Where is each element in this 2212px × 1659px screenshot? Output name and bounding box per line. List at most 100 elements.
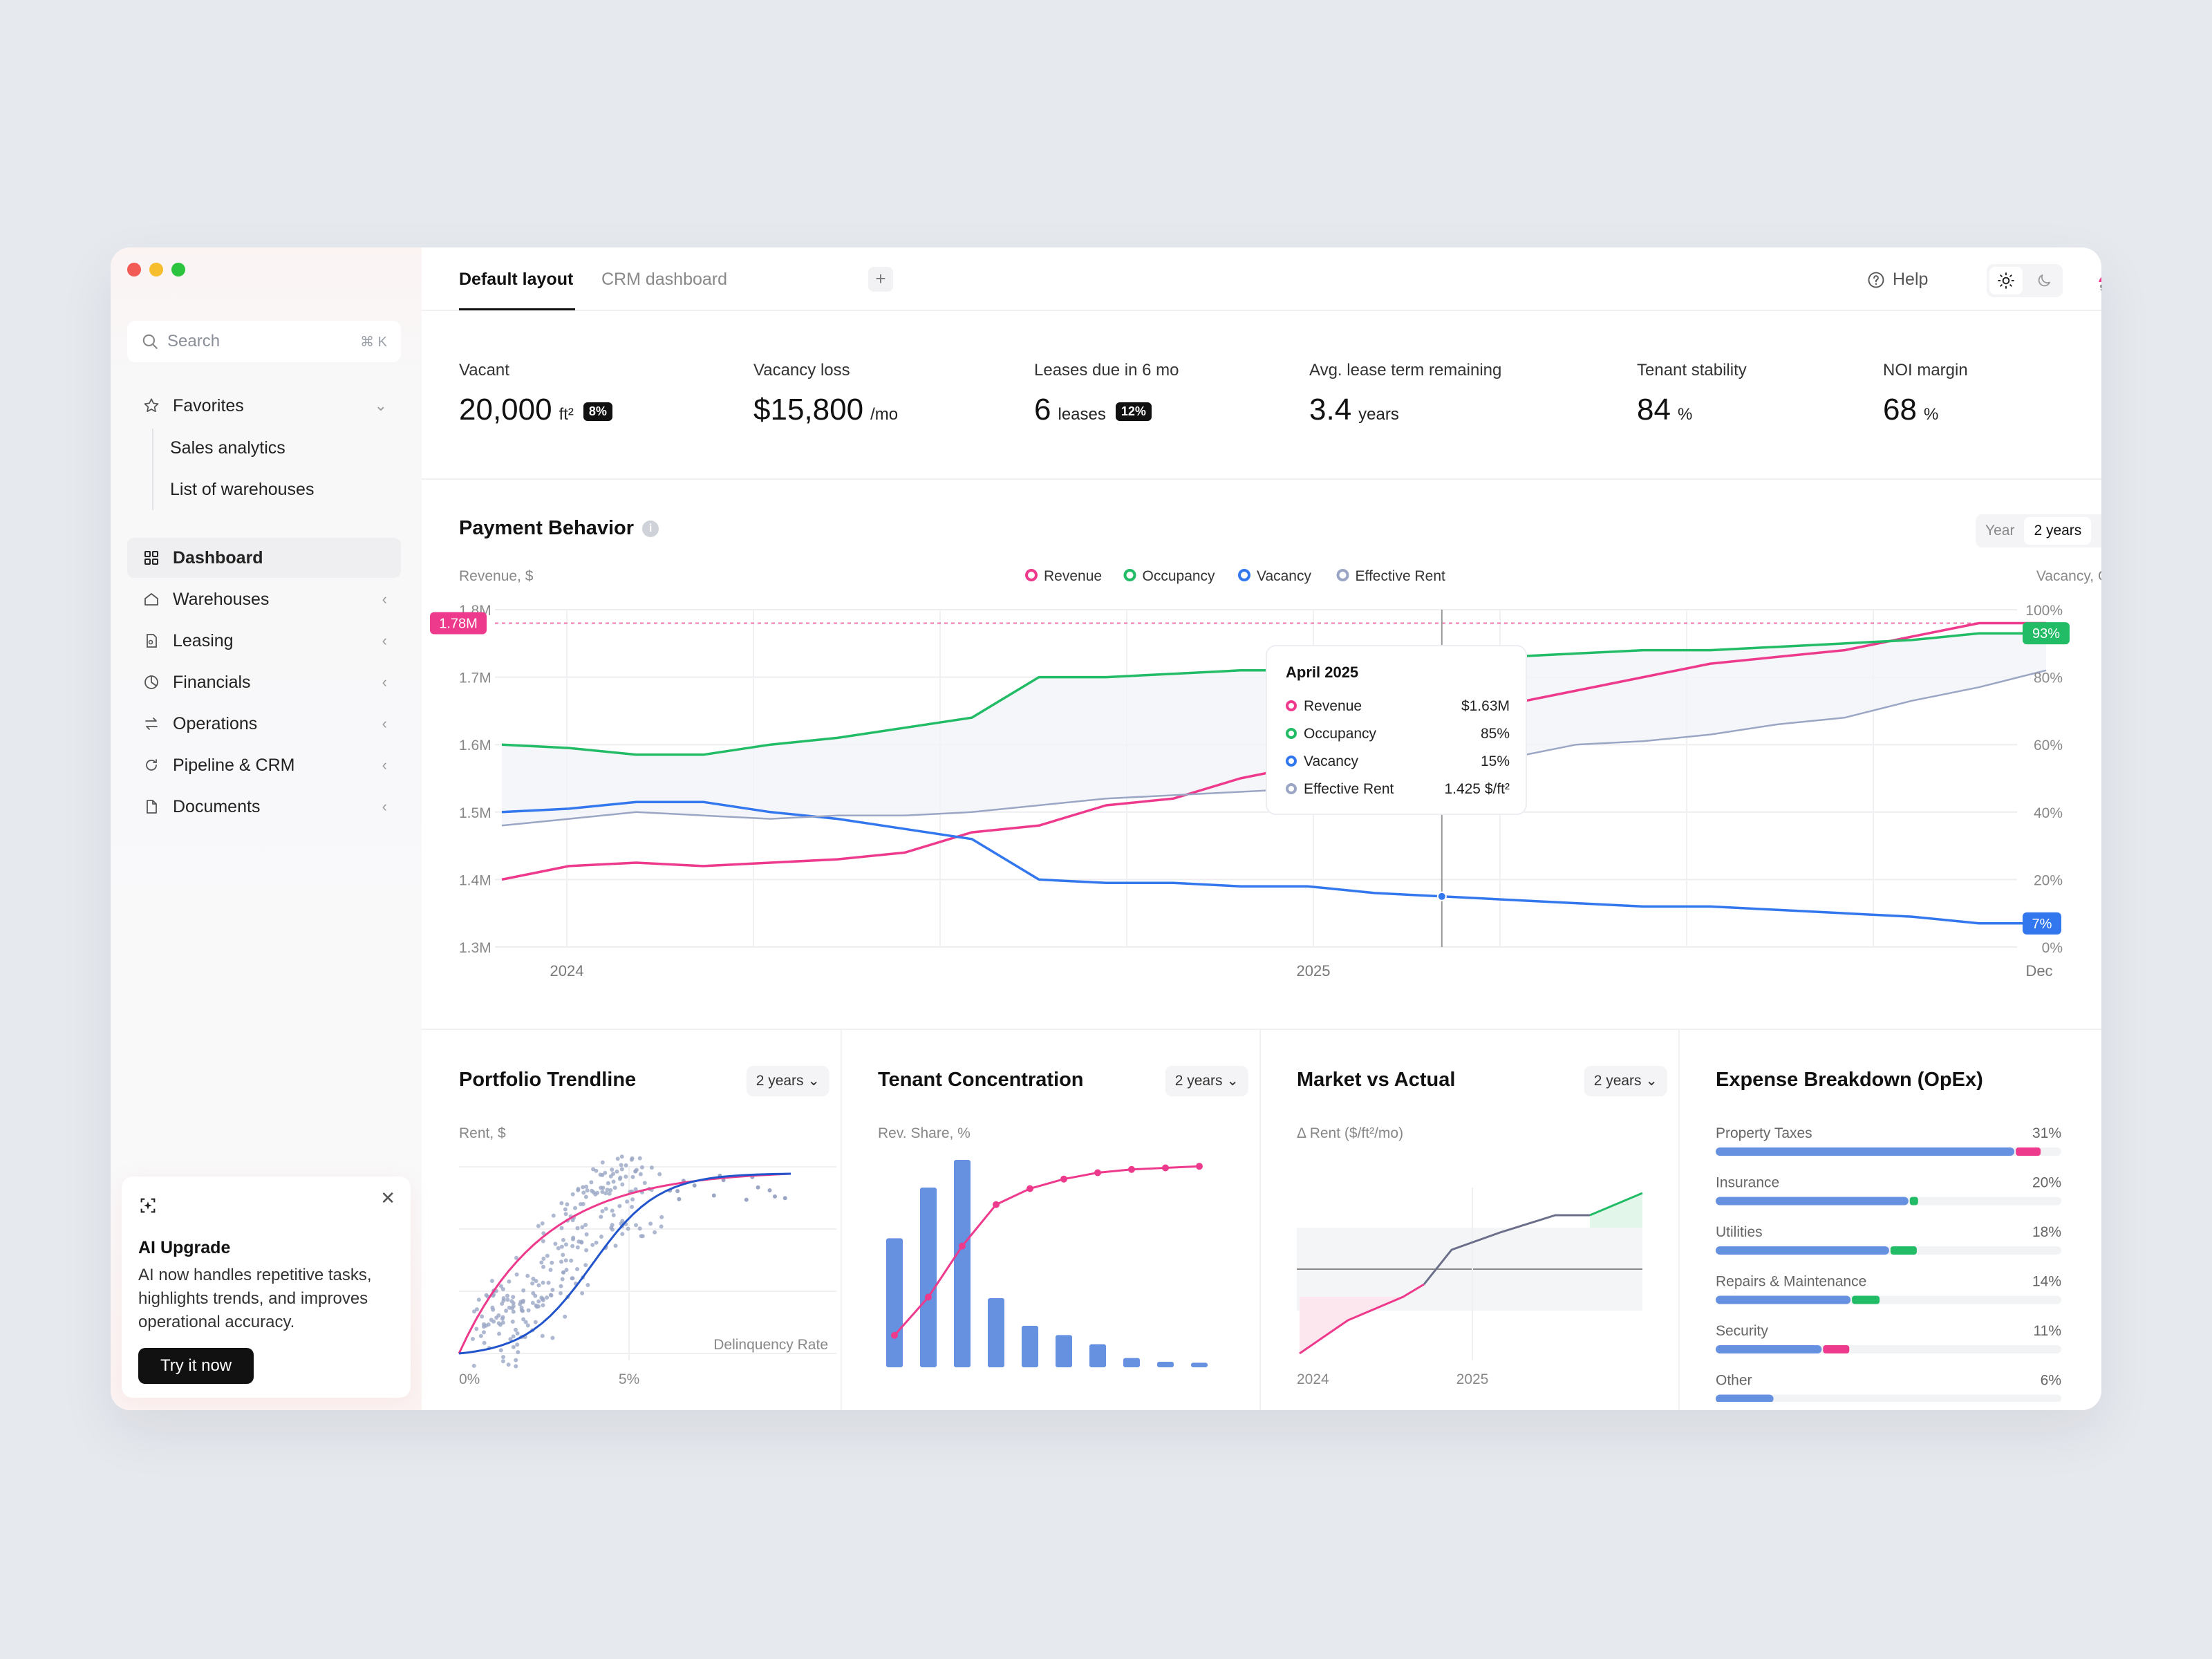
scatter-point [536, 1299, 541, 1304]
app-window: Search ⌘ K Favorites ⌄ Sales analytics L… [111, 247, 2101, 1410]
kpi-leases-due: Leases due in 6 mo 6 leases 12% [1034, 361, 1179, 427]
favorite-sales-analytics[interactable]: Sales analytics [170, 438, 285, 458]
scatter-point [612, 1185, 617, 1190]
dropdown-label: 2 years [1174, 1073, 1223, 1089]
expense-bar[interactable] [1716, 1295, 1851, 1304]
scatter-point [677, 1197, 682, 1201]
scatter-point [514, 1255, 518, 1260]
scatter-point [553, 1241, 558, 1246]
expense-bar[interactable] [1716, 1246, 1889, 1255]
range-2-years[interactable]: 2 years [2024, 517, 2092, 545]
sidebar-item-dashboard[interactable]: Dashboard [127, 538, 401, 578]
sidebar-item-documents[interactable]: Documents ‹ [127, 787, 401, 827]
market-range-dropdown[interactable]: 2 years ⌄ [1584, 1066, 1667, 1096]
legend-label[interactable]: Revenue [1044, 568, 1102, 584]
tab-default-layout[interactable]: Default layout [459, 270, 574, 289]
close-icon[interactable]: ✕ [380, 1188, 395, 1208]
tenant-bar[interactable] [1157, 1362, 1174, 1367]
actual-line-above [1589, 1192, 1643, 1217]
sidebar-item-operations[interactable]: Operations ‹ [127, 704, 401, 744]
scatter-point [610, 1168, 615, 1172]
scatter-point [510, 1320, 515, 1324]
scatter-point [501, 1298, 506, 1303]
sidebar-item-pipeline-crm[interactable]: Pipeline & CRM ‹ [127, 745, 401, 785]
scatter-point [756, 1185, 760, 1190]
expense-accent [1890, 1246, 1917, 1255]
expense-percent: 14% [2032, 1274, 2061, 1290]
chevron-left-icon: ‹ [382, 798, 387, 815]
scatter-point [570, 1276, 575, 1281]
scatter-point [541, 1256, 546, 1261]
expense-bar[interactable] [1716, 1197, 1909, 1206]
sidebar-item-financials[interactable]: Financials ‹ [127, 662, 401, 702]
sidebar-item-leasing[interactable]: Leasing ‹ [127, 621, 401, 661]
tenant-bar[interactable] [954, 1160, 971, 1367]
legend-label[interactable]: Occupancy [1143, 568, 1216, 584]
tenant-bar[interactable] [886, 1238, 903, 1367]
theme-toggle[interactable] [1987, 264, 2063, 297]
minimize-window-button[interactable] [149, 263, 163, 276]
y2-tick-label: 100% [2025, 603, 2063, 619]
scatter-point [518, 1300, 523, 1304]
tenant-cumulative-point [891, 1331, 898, 1339]
trendline-pink [458, 1172, 791, 1354]
portfolio-range-dropdown[interactable]: 2 years ⌄ [746, 1066, 830, 1096]
expense-bar[interactable] [1716, 1394, 1774, 1403]
scatter-point [533, 1293, 538, 1298]
light-mode-button[interactable] [1989, 267, 2023, 294]
scatter-point [711, 1193, 716, 1198]
tenant-bar[interactable] [920, 1188, 937, 1367]
range-5-years[interactable]: 5 years [2091, 517, 2101, 545]
search-shortcut: ⌘ K [360, 334, 387, 350]
maximize-window-button[interactable] [171, 263, 185, 276]
expense-bar[interactable] [1716, 1147, 2015, 1156]
dark-mode-button[interactable] [2028, 267, 2060, 294]
tenant-bar[interactable] [988, 1298, 1004, 1367]
try-it-now-button[interactable]: Try it now [138, 1348, 254, 1384]
scatter-point [507, 1305, 512, 1310]
favorites-toggle[interactable]: Favorites ⌄ [127, 386, 401, 426]
scatter-point [610, 1223, 615, 1228]
sidebar: Search ⌘ K Favorites ⌄ Sales analytics L… [111, 247, 422, 1410]
scatter-point [744, 1197, 749, 1202]
tenant-bar[interactable] [1056, 1335, 1072, 1367]
scatter-point [590, 1188, 594, 1193]
scatter-point [539, 1260, 544, 1265]
kpi-unit: ft² [559, 405, 574, 424]
scatter-point [563, 1212, 568, 1217]
scatter-point [589, 1180, 594, 1185]
scatter-point [511, 1295, 516, 1300]
info-icon[interactable]: i [642, 520, 659, 537]
scatter-point [525, 1323, 530, 1328]
scatter-point [782, 1196, 787, 1201]
expense-breakdown-title: Expense Breakdown (OpEx) [1716, 1069, 1983, 1091]
legend-label[interactable]: Vacancy [1257, 568, 1311, 584]
tenant-bar[interactable] [1123, 1358, 1140, 1367]
chevron-left-icon: ‹ [382, 632, 387, 649]
scatter-point [634, 1168, 639, 1172]
scatter-point [594, 1168, 599, 1173]
sidebar-item-warehouses[interactable]: Warehouses ‹ [127, 579, 401, 619]
tab-crm-dashboard[interactable]: CRM dashboard [601, 270, 728, 289]
scatter-point [637, 1226, 642, 1231]
close-window-button[interactable] [127, 263, 141, 276]
card-separator [1259, 1030, 1261, 1410]
scatter-point [482, 1340, 487, 1345]
tenant-bar[interactable] [1191, 1362, 1208, 1367]
scatter-point [580, 1291, 585, 1295]
chevron-left-icon: ‹ [382, 715, 387, 732]
scatter-point [531, 1277, 536, 1281]
scatter-point [629, 1157, 634, 1162]
expense-bar[interactable] [1716, 1345, 1822, 1353]
tenant-range-dropdown[interactable]: 2 years ⌄ [1165, 1066, 1248, 1096]
tenant-bar[interactable] [1089, 1344, 1106, 1367]
help-button[interactable]: Help [1866, 270, 1928, 290]
range-year[interactable]: Year [1985, 523, 2015, 538]
kpi-unit: % [1677, 405, 1693, 424]
search-input[interactable]: Search ⌘ K [127, 321, 401, 362]
favorite-list-of-warehouses[interactable]: List of warehouses [170, 480, 315, 499]
scatter-point [620, 1219, 625, 1224]
add-tab-button[interactable]: + [868, 267, 893, 292]
tenant-bar[interactable] [1022, 1326, 1038, 1367]
legend-label[interactable]: Effective Rent [1356, 568, 1446, 584]
